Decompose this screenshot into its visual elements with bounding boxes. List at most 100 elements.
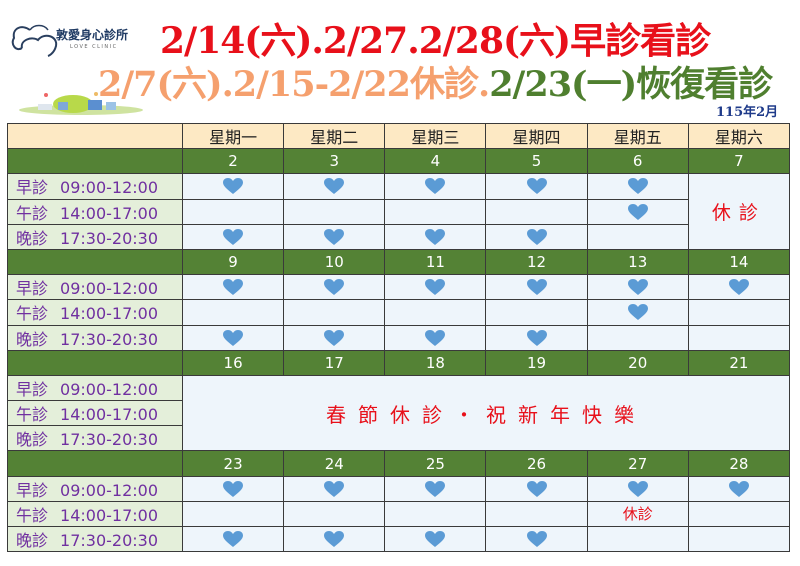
schedule-cell-open [283,223,386,250]
heart-icon [627,279,648,296]
schedule-cell-open [181,525,285,553]
schedule-cell [384,299,487,326]
heart-icon [526,228,547,245]
date-cell: 18 [384,349,487,376]
date-cell: 4 [384,148,487,175]
heart-icon [728,279,749,296]
schedule-cell-open [181,223,285,250]
session-label: 晚診 17:30-20:30 [7,525,183,553]
session-time: 14:00-17:00 [60,203,159,223]
schedule-cell-open [384,324,487,351]
session-name: 早診 [16,178,49,198]
resume-notice: 2/23(一)恢復看診 [489,64,773,105]
session-name: 晚診 [16,329,49,349]
session-time: 17:30-20:30 [60,430,159,450]
session-row: 早診 09:00-12:00 [7,274,791,301]
heart-icon [223,531,244,548]
heart-icon [627,203,648,220]
session-time: 09:00-12:00 [60,279,159,299]
week-bar-label [7,248,183,276]
schedule-cell-open [181,324,285,351]
heart-icon [627,178,648,195]
schedule-cell-open [687,274,791,301]
week-bar-label [7,450,183,477]
session-name: 早診 [16,279,49,299]
heart-icon [223,279,244,296]
session-label: 午診 14:00-17:00 [7,500,183,528]
corner-cell [7,122,183,150]
schedule-cell [485,500,588,528]
weekday-header: 星期四 [485,122,588,150]
session-row: 早診 09:00-12:00 [7,475,791,502]
schedule-table: 星期一 星期二 星期三 星期四 星期五 星期六 2 3 4 5 6 7 早診 09:00-12:00 休診午… [7,122,791,553]
date-cell: 21 [687,349,791,376]
session-name: 午診 [16,304,49,324]
weekday-header-row: 星期一 星期二 星期三 星期四 星期五 星期六 [7,122,791,150]
schedule-cell-open [586,198,689,225]
schedule-cell-open [384,173,487,200]
schedule-cell-open [181,475,285,502]
date-cell: 27 [586,450,689,477]
heart-icon [627,304,648,321]
heart-icon [223,329,244,346]
schedule-cell [687,500,791,528]
schedule-cell-open [485,274,588,301]
session-name: 早診 [16,480,49,500]
session-row: 午診 14:00-17:00 [7,400,790,427]
schedule-cell-open [586,299,689,326]
weekday-header: 星期六 [687,122,791,150]
session-row: 午診 14:00-17:00 休診 [7,500,791,528]
schedule-cell-open [283,475,386,502]
title-closure-resume: 2/7(六).2/15-2/22休診.2/23(一)恢復看診 [98,56,773,107]
session-label: 晚診 17:30-20:30 [7,324,183,351]
date-cell: 3 [283,148,386,175]
session-label: 午診 14:00-17:00 [7,299,183,326]
schedule-cell [181,500,285,528]
schedule-cell [181,299,285,326]
session-time: 09:00-12:00 [60,178,159,198]
session-label: 晚診 17:30-20:30 [7,223,183,250]
week-date-row: 23 24 25 26 27 28 [7,450,791,477]
schedule-cell-open [283,525,386,553]
schedule-cell-open [384,475,487,502]
date-cell: 14 [687,248,791,276]
date-cell: 20 [586,349,689,376]
heart-icon [324,228,345,245]
session-label: 早診 09:00-12:00 [7,173,183,200]
heart-icon [223,178,244,195]
date-cell: 28 [687,450,791,477]
session-label: 午診 14:00-17:00 [7,400,183,427]
weekday-header: 星期一 [181,122,285,150]
heart-icon [526,531,547,548]
heart-icon [324,178,345,195]
session-time: 09:00-12:00 [60,480,159,500]
session-row: 午診 14:00-17:00 [7,299,791,326]
schedule-cell [687,299,791,326]
holiday-notice: 春節休診・祝新年快樂 [182,374,790,452]
schedule-cell [687,324,791,351]
heart-icon [526,480,547,497]
schedule-cell-open [586,173,689,200]
schedule-cell [586,324,689,351]
date-cell: 11 [384,248,487,276]
schedule-cell-open [384,274,487,301]
title-early-clinic: 2/14(六).2/27.2/28(六)早診看診 [160,20,711,62]
schedule-cell-open [283,274,386,301]
week-date-row: 9 10 11 12 13 14 [7,248,791,276]
session-name: 午診 [16,203,49,223]
heart-icon [526,329,547,346]
heart-icon [425,279,446,296]
clinic-subtitle: LOVE CLINIC [70,44,118,50]
schedule-cell-open [485,173,588,200]
schedule-cell-open [485,525,588,553]
heart-icon [728,480,749,497]
heart-icon [425,531,446,548]
schedule-cell [687,525,791,553]
heart-icon [425,228,446,245]
session-name: 早診 [16,379,49,399]
town-illustration-icon [19,92,143,115]
heart-icon [324,329,345,346]
session-name: 晚診 [16,228,49,248]
session-row: 早診 09:00-12:00 春節休診・祝新年快樂 [7,374,790,452]
